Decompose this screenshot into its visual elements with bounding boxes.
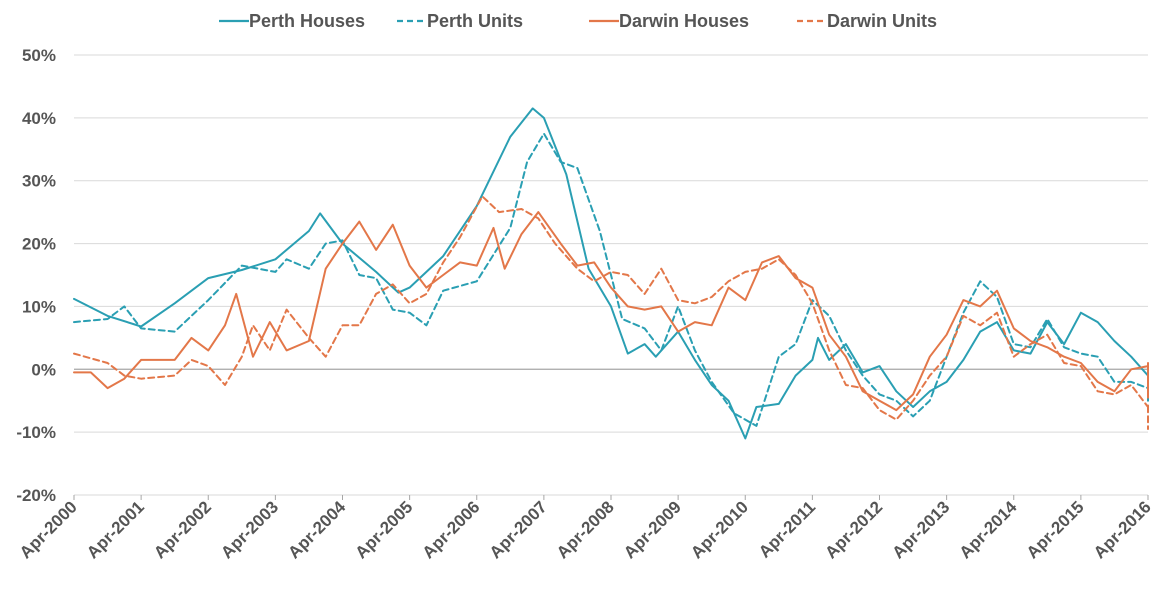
y-axis: 50% 40% 30% 20% 10% 0% -10% -20% [16,46,56,505]
legend-label: Perth Units [427,11,523,31]
x-tick-label: Apr-2005 [352,497,417,562]
x-tick-label: Apr-2015 [1023,497,1088,562]
x-tick-label: Apr-2007 [486,497,551,562]
x-tick-label: Apr-2009 [620,497,685,562]
legend-label: Darwin Houses [619,11,749,31]
y-tick-label: -10% [16,423,56,442]
y-tick-label: 20% [22,235,56,254]
x-tick-label: Apr-2011 [755,497,819,561]
x-tick-label: Apr-2002 [150,497,215,562]
chart-series [73,107,1149,440]
x-tick-label: Apr-2003 [217,497,282,562]
x-axis: Apr-2000 Apr-2001 Apr-2002 Apr-2003 Apr-2004… [16,495,1155,562]
x-tick-label: Apr-2013 [889,497,954,562]
x-tick-label: Apr-2014 [956,497,1021,562]
x-tick-label: Apr-2001 [83,497,148,562]
x-tick-label: Apr-2000 [16,497,81,562]
x-tick-label: Apr-2004 [284,497,349,562]
y-tick-label: 50% [22,46,56,65]
y-tick-label: 30% [22,172,56,191]
x-tick-label: Apr-2008 [553,497,618,562]
legend-label: Perth Houses [249,11,365,31]
y-tick-label: 10% [22,297,56,316]
x-tick-label: Apr-2016 [1090,497,1155,562]
series-line-darwin-units [73,195,1149,430]
y-tick-label: 0% [31,360,56,379]
y-tick-label: 40% [22,109,56,128]
x-tick-label: Apr-2012 [821,497,886,562]
y-tick-label: -20% [16,486,56,505]
series-line-darwin-houses [73,211,1149,412]
x-tick-label: Apr-2006 [419,497,484,562]
chart-legend: Perth Houses Perth Units Darwin Houses Darw… [219,11,937,31]
x-tick-label: Apr-2010 [687,497,752,562]
legend-label: Darwin Units [827,11,937,31]
series-line-perth-houses [73,107,1149,440]
series-line-perth-units [73,132,1149,427]
